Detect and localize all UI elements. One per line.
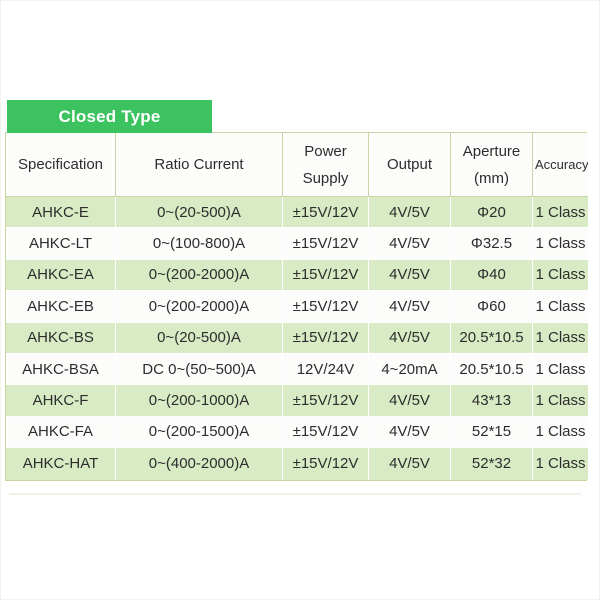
cell-power-supply: ±15V/12V [283, 416, 369, 449]
table-body: AHKC-E 0~(20-500)A ±15V/12V 4V/5V Φ20 1 Class… [6, 197, 588, 480]
cell-ratio-current: DC 0~(50~500)A [116, 353, 283, 386]
cell-aperture: 52*32 [451, 448, 533, 480]
cell-power-supply: 12V/24V [283, 353, 369, 386]
cell-power-supply: ±15V/12V [283, 197, 369, 229]
cell-aperture: Φ20 [451, 197, 533, 229]
cell-accuracy: 1 Class [533, 385, 588, 417]
cell-aperture: 20.5*10.5 [451, 353, 533, 386]
cell-output: 4V/5V [369, 416, 451, 449]
cell-aperture: 20.5*10.5 [451, 322, 533, 354]
cell-specification: AHKC-HAT [6, 448, 116, 480]
table-shadow [9, 493, 581, 495]
cell-output: 4V/5V [369, 322, 451, 354]
column-header-output: Output [369, 133, 451, 197]
cell-specification: AHKC-E [6, 197, 116, 229]
cell-ratio-current: 0~(20-500)A [116, 322, 283, 354]
cell-specification: AHKC-EB [6, 291, 116, 323]
column-header-accuracy: Accuracy [533, 133, 588, 197]
spec-table: Specification Ratio Current Power Supply Ou… [6, 133, 588, 480]
cell-ratio-current: 0~(400-2000)A [116, 448, 283, 480]
cell-output: 4V/5V [369, 259, 451, 292]
cell-accuracy: 1 Class [533, 291, 588, 323]
cell-ratio-current: 0~(200-2000)A [116, 259, 283, 292]
cell-output: 4V/5V [369, 197, 451, 229]
cell-accuracy: 1 Class [533, 259, 588, 292]
cell-aperture: Φ32.5 [451, 228, 533, 260]
column-header-ratio-current: Ratio Current [116, 133, 283, 197]
cell-power-supply: ±15V/12V [283, 259, 369, 292]
cell-accuracy: 1 Class [533, 322, 588, 354]
cell-power-supply: ±15V/12V [283, 228, 369, 260]
cell-output: 4V/5V [369, 385, 451, 417]
cell-specification: AHKC-F [6, 385, 116, 417]
table-row: AHKC-F 0~(200-1000)A ±15V/12V 4V/5V 43*13 1 C… [6, 385, 588, 417]
cell-accuracy: 1 Class [533, 197, 588, 229]
column-header-specification: Specification [6, 133, 116, 197]
cell-ratio-current: 0~(200-2000)A [116, 291, 283, 323]
cell-power-supply: ±15V/12V [283, 291, 369, 323]
cell-power-supply: ±15V/12V [283, 385, 369, 417]
table-row: AHKC-BS 0~(20-500)A ±15V/12V 4V/5V 20.5*10.5… [6, 322, 588, 354]
cell-ratio-current: 0~(200-1500)A [116, 416, 283, 449]
cell-ratio-current: 0~(100-800)A [116, 228, 283, 260]
cell-accuracy: 1 Class [533, 448, 588, 480]
cell-aperture: Φ40 [451, 259, 533, 292]
table-row: AHKC-FA 0~(200-1500)A ±15V/12V 4V/5V 52*15 1 … [6, 416, 588, 449]
cell-ratio-current: 0~(200-1000)A [116, 385, 283, 417]
cell-specification: AHKC-BSA [6, 353, 116, 386]
cell-specification: AHKC-EA [6, 259, 116, 292]
column-header-power-supply: Power Supply [283, 133, 369, 197]
cell-accuracy: 1 Class [533, 416, 588, 449]
table-row: AHKC-HAT 0~(400-2000)A ±15V/12V 4V/5V 52*32 1… [6, 448, 588, 480]
cell-accuracy: 1 Class [533, 353, 588, 386]
table-header-row: Specification Ratio Current Power Supply Ou… [6, 133, 588, 197]
tab-closed-type[interactable]: Closed Type [7, 100, 212, 133]
cell-specification: AHKC-LT [6, 228, 116, 260]
cell-output: 4V/5V [369, 228, 451, 260]
cell-output: 4V/5V [369, 448, 451, 480]
cell-power-supply: ±15V/12V [283, 448, 369, 480]
cell-accuracy: 1 Class [533, 228, 588, 260]
cell-output: 4V/5V [369, 291, 451, 323]
table-row: AHKC-E 0~(20-500)A ±15V/12V 4V/5V Φ20 1 Class [6, 197, 588, 229]
table-row: AHKC-LT 0~(100-800)A ±15V/12V 4V/5V Φ32.5 1 C… [6, 228, 588, 260]
spec-table-container: Specification Ratio Current Power Supply Ou… [5, 132, 588, 481]
column-header-aperture: Aperture (mm) [451, 133, 533, 197]
table-row: AHKC-EA 0~(200-2000)A ±15V/12V 4V/5V Φ40 1 Cl… [6, 259, 588, 292]
cell-ratio-current: 0~(20-500)A [116, 197, 283, 229]
cell-output: 4~20mA [369, 353, 451, 386]
cell-power-supply: ±15V/12V [283, 322, 369, 354]
cell-aperture: 43*13 [451, 385, 533, 417]
cell-aperture: Φ60 [451, 291, 533, 323]
cell-specification: AHKC-BS [6, 322, 116, 354]
cell-aperture: 52*15 [451, 416, 533, 449]
table-row: AHKC-EB 0~(200-2000)A ±15V/12V 4V/5V Φ60 1 Cl… [6, 291, 588, 323]
cell-specification: AHKC-FA [6, 416, 116, 449]
table-row: AHKC-BSA DC 0~(50~500)A 12V/24V 4~20mA 20.5*… [6, 353, 588, 386]
